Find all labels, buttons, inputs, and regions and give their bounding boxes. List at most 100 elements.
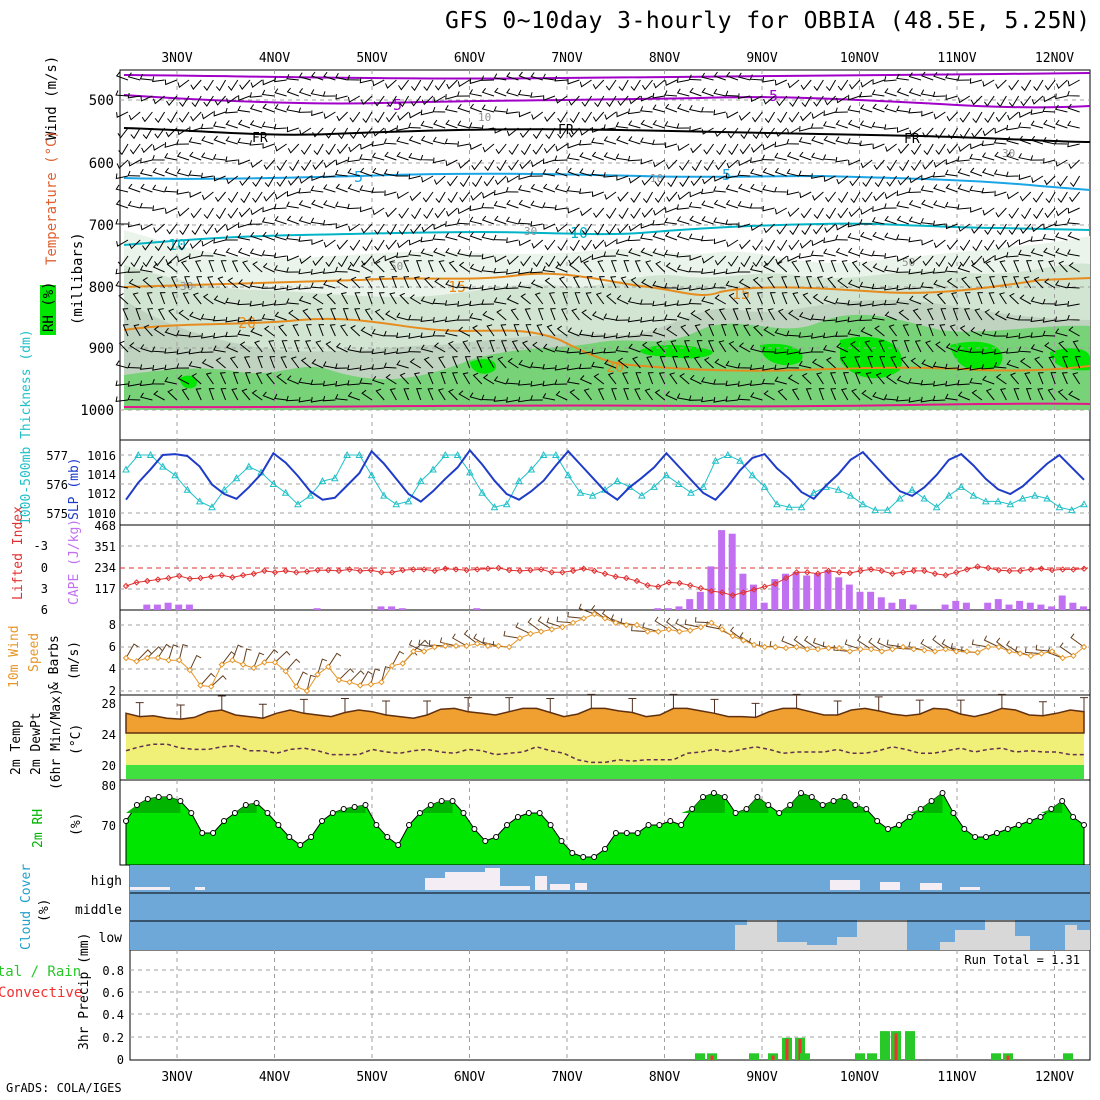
rh-point-71 — [895, 822, 902, 828]
upper-barb-447 — [750, 157, 763, 164]
upper-barb-166 — [213, 110, 226, 117]
upper-barb-494 — [359, 167, 373, 177]
upper-barb-1348 — [176, 349, 190, 355]
upper-barb-1447 — [423, 356, 434, 369]
upper-barb-1611 — [493, 396, 507, 402]
surface-barb-82 — [983, 635, 1000, 648]
upper-barb-1160 — [781, 292, 788, 305]
upper-barb-542 — [944, 169, 958, 177]
lifted-index-point-46 — [612, 573, 619, 580]
upper-barb-585 — [505, 187, 519, 193]
upper-barb-562 — [227, 191, 239, 204]
upper-barb-863 — [1006, 239, 1019, 248]
wind-speed-point-59 — [750, 641, 758, 649]
surface-barb-41 — [546, 617, 563, 628]
cape-bar-70 — [867, 591, 875, 610]
upper-barb-1413 — [969, 347, 983, 353]
rh-point-27 — [416, 810, 423, 816]
upper-barb-1299 — [546, 324, 556, 337]
upper-barb-1321 — [810, 333, 824, 339]
upper-barb-440 — [665, 159, 678, 170]
upper-barb-119 — [606, 95, 617, 108]
upper-barb-823 — [518, 239, 531, 247]
upper-barb-1520 — [347, 380, 360, 386]
upper-barb-1463 — [617, 357, 629, 369]
upper-barb-1251 — [926, 308, 934, 321]
upper-barb-1380 — [566, 347, 580, 354]
upper-barb-92 — [274, 88, 287, 97]
contour-label-10: 15 — [448, 278, 466, 296]
cape-bar-90 — [1080, 606, 1087, 610]
temp-tick-20: 20 — [102, 759, 116, 773]
upper-barb-159 — [128, 111, 141, 121]
upper-barb-1235 — [732, 308, 739, 321]
wind-speed-point-3 — [154, 654, 162, 662]
upper-barb-1486 — [900, 356, 910, 369]
upper-barb-98 — [347, 95, 361, 103]
upper-barb-1147 — [616, 294, 629, 305]
surface-barb-42 — [556, 616, 574, 624]
upper-barb-1353 — [239, 341, 251, 353]
upper-barb-1148 — [627, 297, 641, 305]
upper-barb-237 — [117, 127, 129, 139]
upper-barb-1097 — [975, 276, 983, 289]
precip-run-total: Run Total = 1.31 — [964, 953, 1080, 967]
upper-barb-1175 — [964, 292, 971, 305]
upper-barb-1122 — [312, 293, 324, 305]
upper-barb-184 — [432, 106, 446, 113]
rh-point-12 — [253, 800, 260, 806]
upper-barb-1580 — [115, 396, 129, 402]
upper-barb-778 — [932, 220, 946, 226]
lifted-index-point-90 — [1080, 565, 1088, 572]
upper-barb-310 — [1006, 124, 1019, 131]
slp-series — [125, 448, 1085, 503]
upper-barb-283 — [676, 123, 690, 129]
rh-point-68 — [863, 806, 870, 812]
upper-barb-183 — [420, 109, 434, 116]
upper-barb-1146 — [606, 293, 617, 305]
upper-barb-1362 — [347, 345, 360, 353]
upper-barb-1329 — [915, 324, 922, 337]
upper-barb-1077 — [725, 280, 739, 289]
upper-barb-1021 — [1013, 260, 1020, 273]
upper-barb-303 — [922, 127, 934, 138]
wind-speed-point-78 — [953, 648, 960, 655]
upper-barb-846 — [799, 239, 812, 249]
upper-barb-1184 — [1067, 301, 1080, 307]
upper-barb-768 — [812, 223, 824, 235]
upper-barb-90 — [249, 92, 263, 98]
surface-barb-1 — [136, 649, 152, 662]
upper-barb-425 — [484, 159, 495, 172]
thickness-point-12 — [269, 479, 278, 487]
cape-bar-55 — [707, 566, 715, 610]
upper-barb-1546 — [669, 372, 678, 385]
li-tick-m3: -3 — [34, 539, 48, 553]
upper-barb-576 — [396, 191, 409, 199]
wind-speed-point-76 — [931, 648, 939, 655]
low-cloud-6 — [940, 942, 955, 950]
upper-barb-24 — [411, 79, 422, 92]
upper-barb-457 — [873, 159, 885, 171]
upper-barb-1294 — [486, 324, 495, 337]
upper-barb-1211 — [432, 317, 446, 323]
thickness-point-48 — [711, 456, 720, 464]
contour-label-8: 10 — [168, 236, 186, 254]
upper-barb-287 — [727, 127, 739, 139]
lifted-index-point-71 — [878, 567, 885, 575]
x-tick-bottom-5NOV: 5NOV — [356, 1070, 387, 1085]
upper-barb-14 — [286, 74, 299, 81]
dewpt-series — [125, 743, 1084, 764]
upper-barb-1518 — [322, 380, 336, 387]
upper-barb-1508 — [205, 372, 214, 385]
upper-barb-687 — [787, 207, 800, 218]
upper-barb-1456 — [530, 362, 543, 369]
upper-barb-831 — [616, 238, 629, 245]
surface-barb-34 — [473, 633, 489, 647]
thickness-point-43 — [650, 482, 658, 490]
upper-barb-707 — [1033, 207, 1044, 220]
upper-barb-670 — [580, 207, 592, 217]
upper-barb-650 — [335, 201, 348, 209]
upper-barb-1128 — [389, 292, 397, 305]
upper-barb-41 — [618, 79, 629, 92]
upper-tick-900: 900 — [89, 341, 114, 357]
